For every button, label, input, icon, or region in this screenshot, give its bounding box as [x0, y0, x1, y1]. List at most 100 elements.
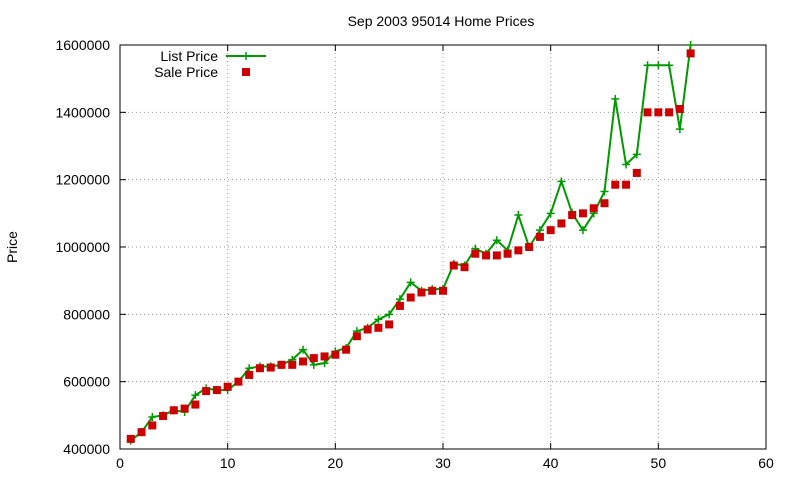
- y-tick-label: 600000: [63, 374, 110, 390]
- data-point: [514, 246, 523, 255]
- data-point: [126, 434, 135, 443]
- x-tick-label: 60: [758, 455, 774, 471]
- data-point: [288, 360, 297, 369]
- legend-marker: [242, 68, 250, 76]
- x-tick-label: 40: [543, 455, 559, 471]
- data-point: [428, 286, 437, 295]
- data-point: [665, 61, 674, 70]
- data-point: [374, 323, 383, 332]
- data-point: [643, 61, 652, 70]
- legend-marker: [242, 52, 250, 60]
- data-point: [622, 160, 631, 169]
- data-point: [223, 382, 232, 391]
- data-point: [137, 428, 146, 437]
- data-point: [622, 180, 631, 189]
- legend-label: Sale Price: [154, 64, 218, 80]
- data-point: [578, 226, 587, 235]
- y-tick-label: 1400000: [55, 104, 110, 120]
- data-point: [395, 295, 404, 304]
- data-point: [600, 187, 609, 196]
- data-point: [535, 232, 544, 241]
- data-point: [299, 357, 308, 366]
- data-point: [611, 180, 620, 189]
- data-point: [482, 251, 491, 260]
- data-point: [449, 261, 458, 270]
- data-point: [245, 364, 254, 373]
- x-tick-label: 10: [220, 455, 236, 471]
- data-point: [557, 219, 566, 228]
- data-point: [514, 211, 523, 220]
- data-point: [180, 404, 189, 413]
- x-tick-label: 30: [435, 455, 451, 471]
- data-point: [352, 332, 361, 341]
- data-point: [277, 360, 286, 369]
- data-point: [202, 387, 211, 396]
- y-tick-label: 1200000: [55, 172, 110, 188]
- data-point: [675, 104, 684, 113]
- data-point: [385, 320, 394, 329]
- data-point: [245, 370, 254, 379]
- y-tick-label: 1600000: [55, 37, 110, 53]
- data-point: [557, 177, 566, 186]
- data-point: [600, 199, 609, 208]
- data-point: [439, 286, 447, 295]
- data-point: [309, 360, 318, 369]
- data-point: [374, 315, 383, 324]
- data-point: [686, 49, 695, 58]
- series-list-price: [126, 41, 695, 445]
- data-point: [589, 204, 598, 213]
- data-point: [546, 209, 555, 218]
- series-layer: [126, 41, 695, 445]
- x-tick-label: 50: [651, 455, 667, 471]
- data-point: [654, 61, 663, 70]
- series-sale-price: [126, 49, 695, 443]
- x-tick-label: 20: [328, 455, 344, 471]
- data-point: [363, 325, 372, 334]
- data-point: [654, 108, 663, 117]
- data-point: [191, 400, 200, 409]
- data-point: [546, 226, 555, 235]
- data-point: [255, 364, 264, 373]
- y-tick-label: 400000: [63, 441, 110, 457]
- data-point: [643, 108, 652, 117]
- data-point: [148, 413, 157, 422]
- data-point: [320, 359, 329, 368]
- data-point: [686, 41, 695, 49]
- data-point: [525, 243, 534, 251]
- data-point: [675, 125, 684, 134]
- data-point: [406, 278, 415, 287]
- data-point: [665, 108, 674, 117]
- data-point: [471, 249, 480, 258]
- data-point: [342, 345, 351, 354]
- data-point: [331, 350, 340, 359]
- data-point: [169, 406, 178, 415]
- data-point: [578, 209, 587, 218]
- y-tick-label: 800000: [63, 306, 110, 322]
- data-point: [159, 412, 168, 421]
- data-point: [417, 288, 426, 297]
- plot-frame: [119, 44, 767, 450]
- data-point: [611, 94, 620, 103]
- data-point: [191, 391, 200, 400]
- data-point: [632, 150, 641, 159]
- data-point: [234, 377, 243, 386]
- data-point: [385, 310, 394, 319]
- data-point: [320, 352, 329, 361]
- data-point: [568, 211, 577, 220]
- data-point: [535, 226, 544, 235]
- data-point: [632, 168, 641, 177]
- legend-label: List Price: [160, 48, 218, 64]
- data-point: [460, 263, 469, 272]
- data-point: [503, 249, 512, 258]
- axes: 0 10 20 30 40 50 60 400000 600000 800000 1000000 12…: [55, 37, 774, 471]
- data-point: [406, 293, 415, 302]
- x-tick-label: 0: [116, 455, 124, 471]
- data-point: [266, 363, 275, 372]
- y-tick-label: 1000000: [55, 239, 110, 255]
- data-point: [309, 354, 318, 363]
- series-line: [130, 44, 692, 442]
- grid-lines: [120, 45, 766, 449]
- data-point: [492, 236, 501, 245]
